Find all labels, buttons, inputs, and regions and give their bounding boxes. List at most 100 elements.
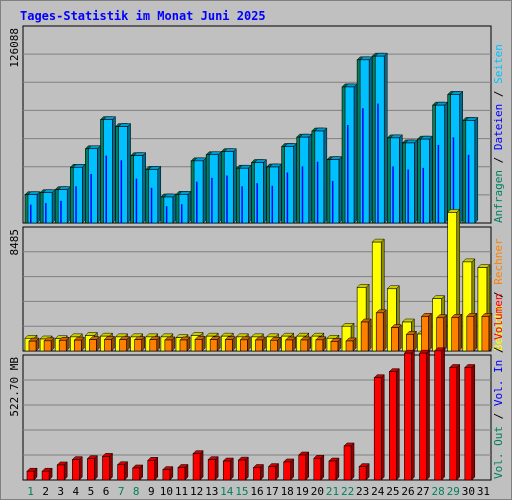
volumen-bar <box>449 367 458 481</box>
chart-title: Tages-Statistik im Monat Juni 2025 <box>20 9 266 23</box>
rechner-bar <box>421 316 429 352</box>
rechner-bar <box>134 339 142 352</box>
dateien-bar <box>211 177 213 223</box>
panel-1-max-label: 126088 <box>8 28 21 68</box>
seiten-bar-side <box>263 158 267 224</box>
rechner-bar-side <box>382 309 387 352</box>
volumen-bar <box>268 466 276 481</box>
seiten-bar <box>239 167 249 224</box>
legend-item: Anfragen <box>492 170 505 223</box>
seiten-bar-side <box>217 151 222 224</box>
seiten-bar-side <box>36 191 41 224</box>
panel-3-max-label: 522.70 MB <box>8 357 21 417</box>
volumen-bar-side <box>290 458 294 481</box>
rechner-bar <box>89 339 97 352</box>
day-label: 19 <box>296 485 309 498</box>
volumen-bar-side <box>380 374 385 481</box>
seiten-bar <box>148 169 159 224</box>
dateien-bar <box>196 181 198 223</box>
seiten-bar <box>223 151 234 224</box>
legend-separator: / <box>492 150 505 170</box>
volumen-bar-side <box>154 456 159 481</box>
seiten-bar-side <box>323 127 328 224</box>
volumen-bar <box>117 464 125 481</box>
seiten-bar <box>420 138 430 224</box>
day-label: 14 <box>220 485 234 498</box>
dateien-bar <box>75 186 77 223</box>
volumen-bar-side <box>471 363 476 481</box>
dateien-bar <box>105 155 107 223</box>
day-label: 1 <box>27 485 34 498</box>
dateien-bar <box>301 166 304 223</box>
dateien-bar <box>331 180 334 223</box>
seiten-bar <box>163 196 174 224</box>
day-label: 3 <box>57 485 64 498</box>
day-label: 21 <box>326 485 339 498</box>
volumen-bar-side <box>94 455 98 481</box>
legend-item: Vol. Out <box>492 426 505 479</box>
day-label: 31 <box>477 485 490 498</box>
volumen-bar <box>147 460 156 481</box>
seiten-bar <box>359 59 370 224</box>
volumen-bar-side <box>335 457 340 481</box>
legend-item: Besuche <box>492 305 505 351</box>
volumen-bar-side <box>245 456 249 481</box>
rechner-bar-side <box>428 312 432 352</box>
volumen-bar <box>192 453 201 481</box>
legend-text: Besuche / Rechner <box>492 238 505 351</box>
volumen-bar <box>238 459 246 481</box>
dateien-bar <box>377 103 379 223</box>
seiten-bar <box>118 126 128 224</box>
seiten-bar-side <box>127 122 131 224</box>
rechner-bar <box>28 340 37 352</box>
seiten-bar-side <box>248 164 252 224</box>
rechner-bar-side <box>367 318 372 352</box>
day-label: 9 <box>148 485 155 498</box>
seiten-bar-side <box>51 189 56 224</box>
volumen-bar-side <box>350 442 355 481</box>
volumen-bar <box>464 367 473 481</box>
day-label: 18 <box>281 485 294 498</box>
volumen-bar <box>41 470 50 481</box>
seiten-bar-side <box>459 90 463 224</box>
seiten-bar <box>329 159 340 224</box>
rechner-bar <box>466 316 475 352</box>
rechner-bar <box>330 341 339 352</box>
volumen-bar <box>102 456 110 481</box>
day-label: 4 <box>73 485 80 498</box>
dateien-bar <box>90 174 92 223</box>
legend-item: Rechner <box>492 238 505 285</box>
volumen-bar <box>177 467 186 481</box>
volumen-bar <box>389 371 397 481</box>
rechner-bar <box>209 339 218 352</box>
seiten-bar-side <box>414 139 418 224</box>
legend-item: Vol. In <box>492 360 505 406</box>
legend-item: Seiten <box>492 44 505 84</box>
seiten-bar <box>254 162 264 224</box>
dateien-bar <box>226 175 228 223</box>
day-label: 5 <box>88 485 95 498</box>
rechner-bar <box>451 317 460 352</box>
rechner-bar-side <box>413 330 417 352</box>
rechner-bar <box>315 339 324 352</box>
day-label: 2 <box>42 485 49 498</box>
day-label: 8 <box>133 485 140 498</box>
rechner-bar <box>224 339 233 352</box>
rechner-bar <box>194 339 203 352</box>
day-label: 24 <box>371 485 385 498</box>
seiten-bar <box>314 130 325 224</box>
seiten-bar <box>193 160 204 224</box>
volumen-bar <box>162 469 171 481</box>
volumen-bar <box>87 458 95 481</box>
day-label: 26 <box>401 485 414 498</box>
day-label: 10 <box>160 485 173 498</box>
volumen-bar <box>373 377 382 481</box>
volumen-bar <box>313 457 322 481</box>
dateien-bar <box>362 108 364 223</box>
seiten-bar <box>390 137 400 224</box>
seiten-bar <box>405 142 415 224</box>
volumen-bar <box>222 460 231 481</box>
rechner-bar <box>436 317 444 352</box>
day-label: 23 <box>356 485 369 498</box>
volumen-bar-side <box>305 451 309 481</box>
